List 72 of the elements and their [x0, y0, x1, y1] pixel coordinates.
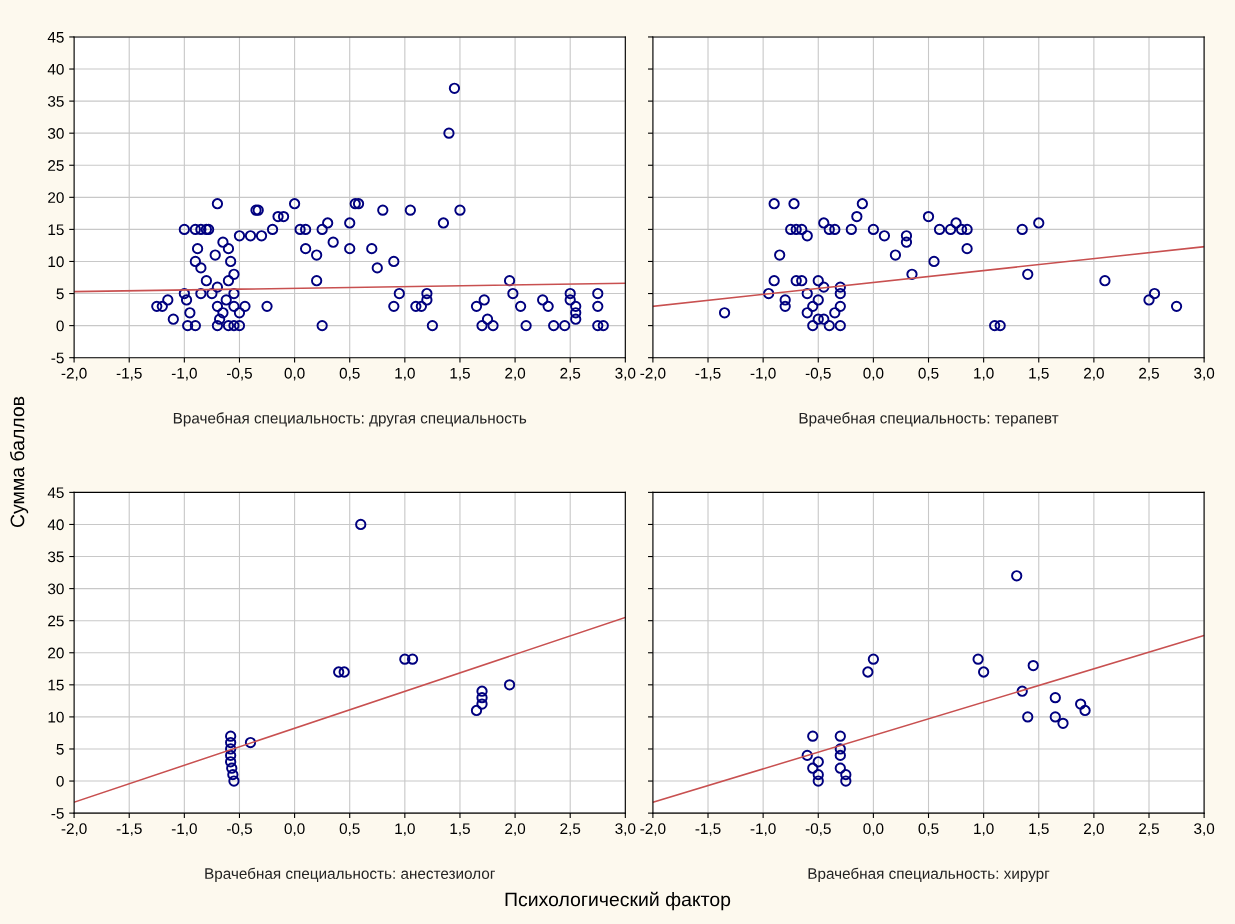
x-tick-label: -2,0: [640, 367, 666, 381]
x-tick-label: -1,0: [171, 823, 197, 836]
x-tick-label: -0,5: [805, 823, 831, 836]
x-tick-label: 2,5: [1139, 823, 1159, 836]
text: Врачебная специальность: анестезиолог: [205, 867, 495, 883]
y-tick-label: 15: [48, 679, 64, 691]
x-tick-label: -1,0: [750, 367, 776, 381]
y-tick-label: 20: [48, 192, 64, 204]
x-tick-label: 2,0: [1084, 823, 1104, 836]
y-tick-label: 25: [48, 160, 64, 171]
x-tick-label: -1,0: [171, 367, 197, 381]
x-tick-label: 2,0: [505, 367, 526, 381]
x-tick-label: -1,5: [116, 823, 142, 836]
x-tick-label: -1,5: [695, 367, 721, 381]
x-tick-label: 1,0: [974, 823, 994, 836]
x-tick-label: 0,5: [339, 367, 360, 381]
y-tick-label: 35: [47, 95, 64, 107]
x-tick-label: -2,0: [640, 823, 666, 836]
x-tick-label: 1,0: [974, 367, 994, 381]
y-tick-label: 30: [47, 128, 64, 139]
y-tick-label: 20: [48, 647, 64, 659]
x-tick-label: 1,5: [1029, 367, 1049, 381]
x-tick-label: 2,5: [560, 823, 581, 836]
x-tick-label: 2,0: [505, 823, 526, 836]
y-tick-label: 10: [48, 711, 64, 723]
x-tick-label: -0,5: [226, 823, 252, 836]
text: Врачебная специальность: другая специальность: [173, 412, 527, 427]
y-tick-label: 30: [47, 583, 64, 595]
x-tick-label: -2,0: [61, 823, 87, 836]
x-axis-title: Психологический фактор: [505, 891, 731, 911]
y-tick-label: -5: [51, 808, 64, 819]
y-tick-label: 40: [47, 519, 64, 531]
y-tick-label: 35: [47, 551, 64, 563]
x-tick-label: 3,0: [1194, 367, 1215, 381]
x-tick-label: 0,0: [284, 367, 305, 381]
x-tick-label: 3,0: [1194, 823, 1215, 836]
x-tick-label: 3,0: [615, 367, 636, 381]
x-tick-label: 0,5: [339, 823, 360, 836]
text: Врачебная специальность: терапевт: [799, 412, 1059, 427]
text: Врачебная специальность: хирург: [808, 867, 1050, 883]
x-tick-label: -0,5: [805, 367, 831, 381]
x-tick-label: -1,0: [750, 823, 776, 836]
y-tick-label: -5: [51, 352, 64, 364]
x-tick-label: 0,5: [918, 823, 939, 836]
x-tick-label: 3,0: [615, 823, 636, 836]
x-tick-label: 2,5: [560, 367, 581, 381]
x-tick-label: 0,0: [284, 823, 305, 836]
x-tick-label: -1,5: [695, 823, 721, 836]
x-tick-label: 2,0: [1084, 367, 1104, 381]
y-tick-label: 45: [47, 31, 64, 43]
y-tick-label: 10: [48, 256, 64, 268]
x-tick-label: 1,0: [395, 367, 415, 381]
y-tick-label: 25: [48, 615, 64, 627]
x-tick-label: 1,0: [395, 823, 415, 836]
y-tick-label: 45: [47, 487, 64, 499]
x-tick-label: -0,5: [226, 367, 252, 381]
x-tick-label: 0,0: [863, 367, 884, 381]
x-tick-label: 2,5: [1139, 367, 1159, 381]
y-tick-label: 0: [56, 775, 64, 787]
y-axis-title: Сумма баллов: [9, 396, 29, 528]
y-tick-label: 15: [48, 224, 64, 236]
y-tick-label: 40: [47, 63, 64, 75]
y-tick-label: 0: [56, 320, 64, 332]
x-tick-label: -1,5: [116, 367, 142, 381]
y-tick-label: 5: [56, 744, 64, 755]
y-tick-label: 5: [56, 288, 64, 300]
x-tick-label: 1,5: [450, 367, 470, 381]
x-tick-label: 0,5: [918, 367, 939, 381]
x-tick-label: -2,0: [61, 367, 87, 381]
x-tick-label: 1,5: [1029, 823, 1049, 836]
x-tick-label: 0,0: [863, 823, 884, 836]
x-tick-label: 1,5: [450, 823, 470, 836]
